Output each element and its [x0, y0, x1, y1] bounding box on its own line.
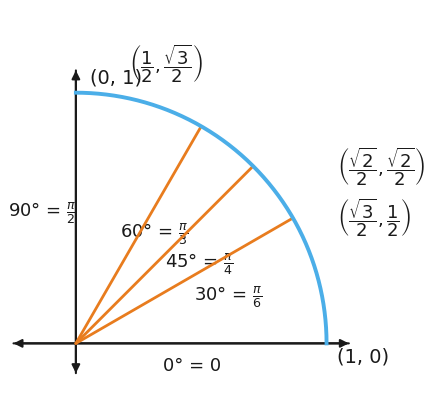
Text: 45° = $\frac{\pi}{4}$: 45° = $\frac{\pi}{4}$	[165, 252, 233, 277]
Text: $\left(\dfrac{\sqrt{2}}{2}, \dfrac{\sqrt{2}}{2}\right)$: $\left(\dfrac{\sqrt{2}}{2}, \dfrac{\sqrt…	[336, 145, 425, 188]
Text: (1, 0): (1, 0)	[336, 348, 389, 366]
Text: $\left(\dfrac{1}{2}, \dfrac{\sqrt{3}}{2}\right)$: $\left(\dfrac{1}{2}, \dfrac{\sqrt{3}}{2}…	[129, 42, 203, 85]
Text: (0, 1): (0, 1)	[90, 69, 142, 88]
Text: 0° = 0: 0° = 0	[163, 357, 221, 375]
Text: 60° = $\frac{\pi}{3}$: 60° = $\frac{\pi}{3}$	[120, 221, 188, 247]
Text: $\left(\dfrac{\sqrt{3}}{2}, \dfrac{1}{2}\right)$: $\left(\dfrac{\sqrt{3}}{2}, \dfrac{1}{2}…	[336, 197, 410, 239]
Text: 30° = $\frac{\pi}{6}$: 30° = $\frac{\pi}{6}$	[194, 284, 262, 310]
Text: 90° = $\frac{\pi}{2}$: 90° = $\frac{\pi}{2}$	[8, 200, 77, 226]
